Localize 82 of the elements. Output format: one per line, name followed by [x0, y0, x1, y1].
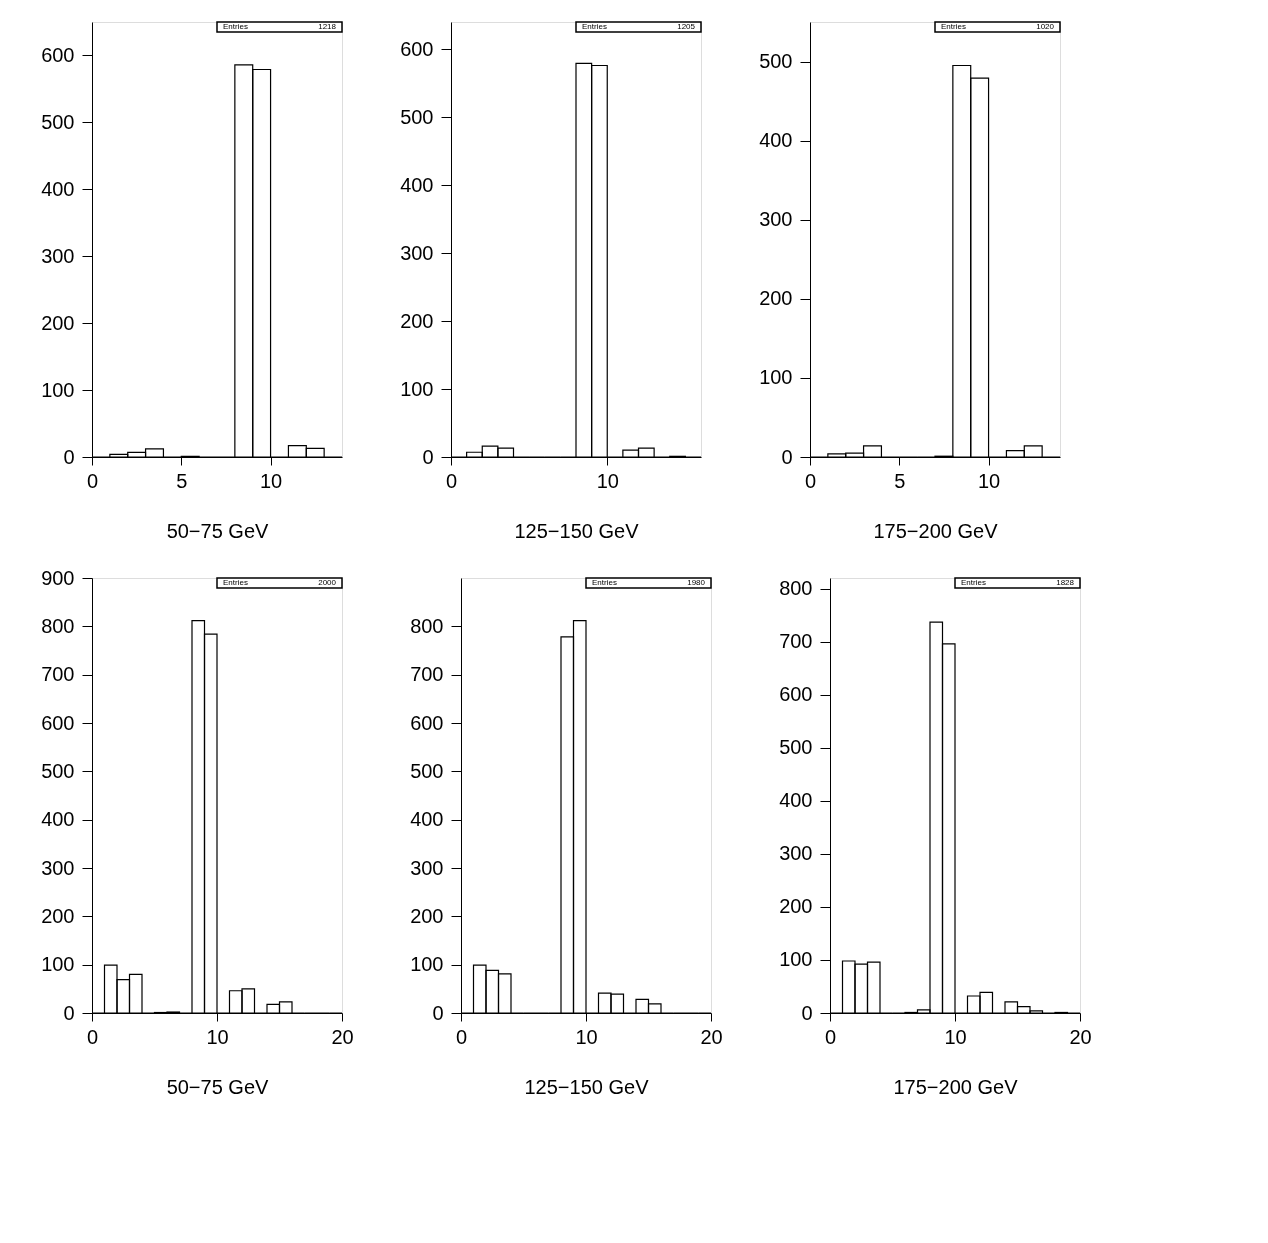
x-tick-label: 10 — [575, 1025, 598, 1048]
y-tick-label: 400 — [779, 789, 813, 812]
annotation: 2000 — [318, 578, 337, 587]
y-tick-label: 700 — [410, 663, 444, 686]
y-tick-label: 200 — [41, 311, 75, 334]
y-tick-label: 500 — [779, 736, 813, 759]
y-tick-label: 500 — [41, 759, 75, 782]
y-tick-label: 100 — [400, 377, 434, 400]
y-tick-label: 0 — [781, 445, 793, 468]
x-tick-label: 10 — [259, 469, 283, 492]
x-tick-label: 10 — [206, 1025, 229, 1048]
x-axis-title: 175−200 GeV — [873, 519, 999, 542]
y-tick-label: 400 — [41, 808, 75, 831]
y-tick-label: 100 — [410, 953, 444, 976]
y-tick-label: 400 — [410, 808, 444, 831]
x-axis-title: 50−75 GeV — [166, 1075, 270, 1098]
y-tick-label: 200 — [779, 895, 813, 918]
y-tick-label: 500 — [400, 105, 434, 128]
y-tick-label: 300 — [410, 856, 444, 879]
y-tick-label: 300 — [400, 241, 434, 264]
y-tick-label: 300 — [41, 856, 75, 879]
x-axis-title: 175−200 GeV — [893, 1075, 1019, 1098]
annotation: Entries — [582, 22, 607, 31]
annotation: Entries — [961, 578, 986, 587]
x-tick-label: 20 — [1069, 1025, 1092, 1048]
y-tick-label: 200 — [410, 904, 444, 927]
y-tick-label: 500 — [759, 50, 793, 73]
y-tick-label: 600 — [779, 683, 813, 706]
y-tick-label: 200 — [400, 309, 434, 332]
y-tick-label: 300 — [41, 244, 75, 267]
y-tick-label: 500 — [410, 759, 444, 782]
y-tick-label: 0 — [422, 445, 434, 468]
x-tick-label: 10 — [596, 469, 619, 492]
annotation: Entries — [941, 22, 966, 31]
y-tick-label: 100 — [41, 953, 75, 976]
y-tick-label: 0 — [801, 1001, 813, 1024]
y-tick-label: 800 — [410, 614, 444, 637]
annotation: Entries — [592, 578, 617, 587]
x-tick-label: 10 — [944, 1025, 967, 1048]
x-tick-label: 5 — [894, 469, 906, 492]
y-tick-label: 300 — [779, 842, 813, 865]
x-tick-label: 0 — [86, 1025, 99, 1048]
y-tick-label: 0 — [63, 1001, 75, 1024]
y-tick-label: 100 — [41, 378, 75, 401]
x-axis-title: 125−150 GeV — [514, 519, 640, 542]
y-tick-label: 0 — [63, 445, 75, 468]
y-tick-label: 0 — [432, 1001, 444, 1024]
y-tick-label: 600 — [410, 711, 444, 734]
annotation: Entries — [223, 22, 248, 31]
x-axis-title: 50−75 GeV — [166, 519, 270, 542]
y-tick-label: 600 — [41, 43, 75, 66]
x-tick-label: 0 — [445, 469, 458, 492]
y-tick-label: 900 — [41, 566, 75, 589]
y-tick-label: 700 — [779, 630, 813, 653]
y-tick-label: 400 — [759, 129, 793, 152]
x-tick-label: 20 — [331, 1025, 354, 1048]
y-tick-label: 500 — [41, 110, 75, 133]
y-tick-label: 600 — [41, 711, 75, 734]
annotation: 1828 — [1056, 578, 1075, 587]
y-tick-label: 600 — [400, 37, 434, 60]
annotation: 1218 — [318, 22, 337, 31]
annotation: 1020 — [1036, 22, 1055, 31]
y-tick-label: 100 — [759, 366, 793, 389]
x-tick-label: 5 — [176, 469, 188, 492]
x-tick-label: 20 — [700, 1025, 723, 1048]
y-tick-label: 700 — [41, 663, 75, 686]
annotation: 1205 — [677, 22, 696, 31]
x-tick-label: 10 — [977, 469, 1001, 492]
annotation: 1980 — [687, 578, 706, 587]
y-tick-label: 300 — [759, 208, 793, 231]
y-tick-label: 800 — [41, 614, 75, 637]
y-tick-label: 400 — [400, 173, 434, 196]
y-tick-label: 800 — [779, 577, 813, 600]
x-axis-title: 125−150 GeV — [524, 1075, 650, 1098]
annotation: Entries — [223, 578, 248, 587]
x-tick-label: 0 — [455, 1025, 468, 1048]
x-tick-label: 0 — [824, 1025, 837, 1048]
y-tick-label: 200 — [41, 904, 75, 927]
y-tick-label: 100 — [779, 948, 813, 971]
y-tick-label: 200 — [759, 287, 793, 310]
y-tick-label: 400 — [41, 177, 75, 200]
x-tick-label: 0 — [86, 469, 99, 492]
